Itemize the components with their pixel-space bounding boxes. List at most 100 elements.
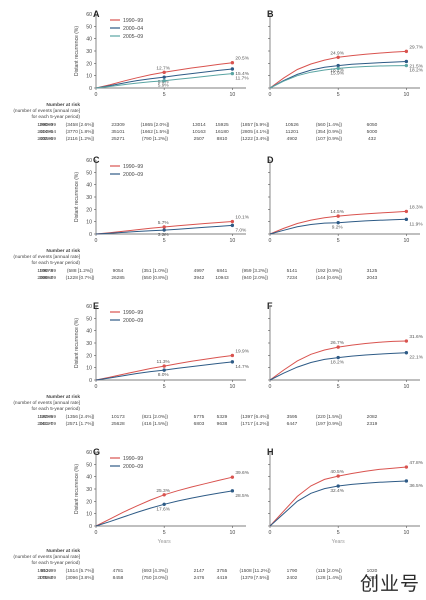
- risk-cell: 10173: [111, 414, 125, 420]
- risk-cell: 2402: [287, 575, 298, 581]
- data-label: 9.2%: [332, 225, 344, 231]
- y-tick-label: 50: [86, 170, 92, 176]
- y-tick-label: 30: [86, 487, 92, 493]
- risk-cell: (588 [1.2%]): [67, 268, 94, 274]
- panel-g: G 0 10 20 30 40 50 60 0 5 10 Distant recurrence (%)…: [13, 447, 249, 581]
- risk-cell: 25628: [111, 421, 125, 427]
- risk-cell: (128 [1.4%]): [316, 575, 343, 581]
- risk-cell: 2043: [367, 275, 378, 281]
- data-label: 32.4%: [330, 488, 344, 494]
- data-label: 18.2%: [330, 360, 344, 366]
- data-label: 11.7%: [235, 76, 249, 82]
- data-point: [336, 345, 340, 349]
- y-tick-label: 50: [86, 462, 92, 468]
- data-label: 22.1%: [409, 355, 423, 361]
- risk-cell: 4781: [113, 568, 124, 574]
- data-label: 8.0%: [158, 372, 170, 378]
- data-point: [336, 474, 340, 478]
- risk-cell: 1020: [367, 568, 378, 574]
- risk-cell: (2571 [1.7%]): [66, 421, 95, 427]
- risk-cell: (821 [2.0%]): [142, 414, 169, 420]
- risk-cell: 4419: [217, 575, 228, 581]
- risk-cell: 5141: [287, 268, 298, 274]
- panel-a: A 0 10 20 30 40 50 60 0 5 10 Distant recurrence (%)…: [13, 9, 249, 142]
- x-tick-label: 5: [163, 384, 166, 390]
- risk-heading: Number at risk: [46, 394, 80, 400]
- data-point: [162, 75, 166, 79]
- y-tick-label: 50: [86, 316, 92, 322]
- risk-row-label: 1990–99: [37, 268, 56, 274]
- risk-cell: 17562: [39, 575, 53, 581]
- data-point: [404, 465, 409, 469]
- data-point: [230, 219, 235, 224]
- data-label: 15.4%: [235, 71, 249, 77]
- panel-letter: B: [267, 9, 274, 19]
- y-tick-label: 50: [86, 24, 92, 30]
- y-axis-title: Distant recurrence (%): [74, 318, 80, 368]
- y-tick-label: 40: [86, 183, 92, 189]
- panel-f: F051026.7%31.6%18.2%22.1%5329(1397 [6.4%…: [217, 301, 424, 427]
- x-tick-label: 0: [95, 92, 98, 98]
- risk-cell: (2805 [4.1%]): [241, 129, 270, 135]
- y-tick-label: 60: [86, 12, 92, 18]
- data-label: 18.3%: [409, 204, 423, 210]
- legend-label: 2000–09: [123, 318, 143, 324]
- x-tick-label: 10: [229, 530, 235, 536]
- risk-heading: Number at risk: [46, 102, 80, 108]
- x-tick-label: 5: [337, 238, 340, 244]
- data-label: 18.2%: [409, 68, 423, 74]
- risk-cell: 34127: [39, 421, 53, 427]
- risk-cell: (192 [0.9%]): [316, 268, 343, 274]
- risk-heading: Number at risk: [46, 248, 80, 254]
- data-point: [336, 63, 340, 68]
- data-point: [162, 70, 166, 75]
- risk-cell: (1356 [2.4%]): [66, 414, 95, 420]
- y-tick-label: 60: [86, 304, 92, 310]
- data-point: [162, 225, 166, 229]
- risk-cell: 6050: [367, 122, 378, 128]
- data-point: [404, 217, 409, 222]
- x-tick-label: 10: [403, 530, 409, 536]
- risk-cell: 6803: [194, 421, 205, 427]
- x-tick-label: 5: [337, 384, 340, 390]
- legend-label: 1990–99: [123, 310, 143, 316]
- risk-cell: 5775: [194, 414, 205, 420]
- y-tick-label: 20: [86, 499, 92, 505]
- x-tick-label: 5: [163, 238, 166, 244]
- data-label: 15.9%: [330, 70, 344, 76]
- risk-cell: (959 [3.2%]): [242, 268, 269, 274]
- series-line-s1990: [95, 476, 233, 527]
- x-tick-label: 0: [95, 530, 98, 536]
- data-label: 19.9%: [235, 348, 249, 354]
- risk-cell: (1662 [1.5%]): [141, 129, 170, 135]
- y-tick-label: 10: [86, 220, 92, 226]
- x-tick-label: 10: [229, 238, 235, 244]
- x-tick-label: 0: [269, 530, 272, 536]
- x-tick-label: 5: [163, 530, 166, 536]
- y-axis-title: Distant recurrence (%): [74, 172, 80, 222]
- data-label: 18.2%: [330, 68, 344, 74]
- risk-cell: 2082: [367, 414, 378, 420]
- risk-cell: 16180: [215, 129, 229, 135]
- data-label: 39.6%: [235, 470, 249, 476]
- data-label: 17.6%: [156, 506, 170, 512]
- panel-c: C 0 10 20 30 40 50 60 0 5 10 Distant recurrence (%)…: [13, 155, 249, 281]
- y-tick-label: 0: [89, 378, 92, 384]
- risk-heading: (number of events [annual rate]: [13, 108, 80, 114]
- data-label: 14.7%: [235, 364, 249, 370]
- risk-cell: (693 [4.3%]): [142, 568, 169, 574]
- risk-cell: (1865 [2.0%]): [141, 122, 170, 128]
- risk-cell: 1028: [367, 575, 378, 581]
- risk-cell: (1514 [5.7%]): [66, 568, 95, 574]
- risk-cell: 10673: [39, 268, 53, 274]
- risk-cell: (1228 [0.7%]): [66, 275, 95, 281]
- risk-cell: (790 [1.2%]): [142, 136, 169, 142]
- risk-cell: (3096 [3.8%]): [66, 575, 95, 581]
- data-label: 31.6%: [409, 334, 423, 340]
- data-point: [336, 484, 340, 488]
- x-tick-label: 0: [269, 384, 272, 390]
- risk-cell: 3125: [367, 268, 378, 274]
- data-point: [162, 79, 166, 83]
- panel-b: B051024.9%29.7%18.2%21.5%15.9%18.2%15925…: [215, 9, 423, 142]
- risk-cell: (1397 [6.4%]): [241, 414, 270, 420]
